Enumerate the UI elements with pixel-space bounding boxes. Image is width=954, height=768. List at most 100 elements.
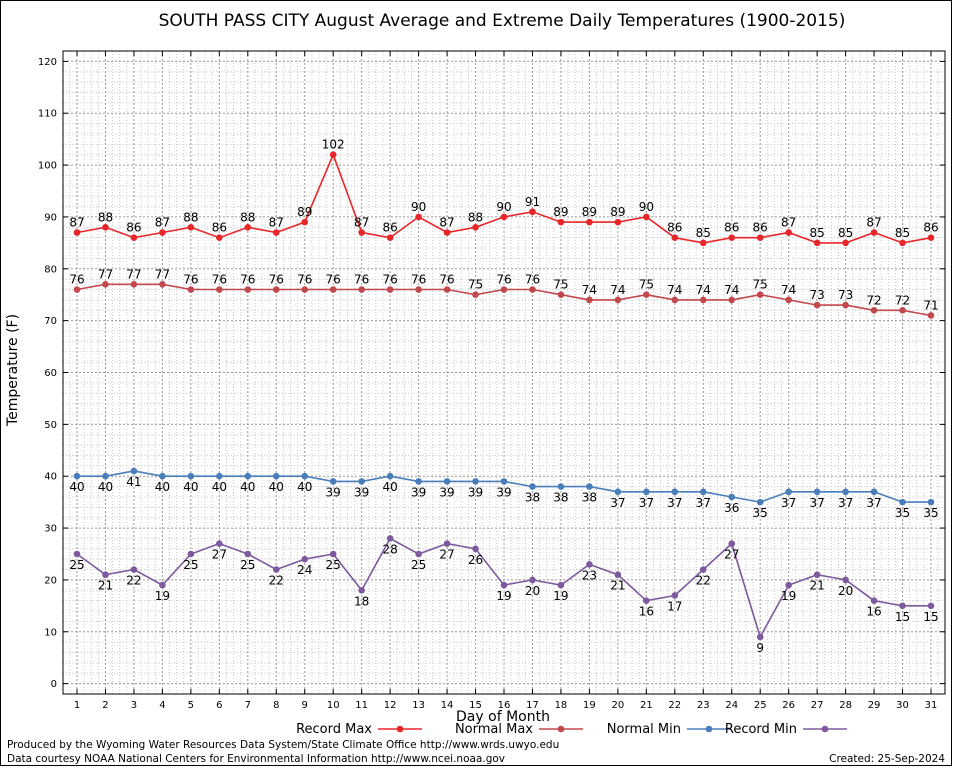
normal-max-point <box>272 286 280 293</box>
record-max-data-label: 88 <box>240 210 255 224</box>
x-tick-label: 11 <box>355 700 368 711</box>
record-max-data-label: 87 <box>866 215 881 229</box>
normal-max-data-label: 74 <box>724 283 739 297</box>
normal-max-point <box>386 286 394 293</box>
normal-max-data-label: 74 <box>696 283 711 297</box>
record-min-data-label: 19 <box>553 589 568 603</box>
record-max-point <box>187 224 195 231</box>
record-min-data-label: 21 <box>610 579 625 593</box>
record-max-point <box>529 208 536 216</box>
record-min-point <box>699 566 707 573</box>
legend: Record Max Normal Max Normal Min Record Min <box>296 722 847 737</box>
record-max-point <box>358 229 365 236</box>
record-min-point <box>358 586 365 594</box>
y-tick-label: 20 <box>44 575 57 586</box>
record-min-point <box>529 576 536 584</box>
record-min-point <box>216 540 223 547</box>
record-min-data-label: 15 <box>895 610 910 624</box>
record-max-point <box>870 229 878 236</box>
x-tick-label: 12 <box>384 700 397 711</box>
normal-max-point <box>301 286 309 293</box>
normal-min-point <box>472 478 479 485</box>
record-max-point <box>159 229 166 236</box>
record-min-data-label: 27 <box>212 548 227 562</box>
normal-min-point <box>842 488 849 496</box>
normal-min-point <box>728 493 736 501</box>
x-tick-label: 23 <box>697 700 710 711</box>
normal-max-point <box>130 281 138 288</box>
normal-max-data-label: 74 <box>667 283 682 297</box>
record-max-point <box>643 213 650 221</box>
normal-max-data-label: 76 <box>439 273 454 287</box>
y-tick-label: 60 <box>44 368 57 379</box>
normal-min-point <box>785 488 792 496</box>
legend-label-normal-min: Normal Min <box>607 722 681 737</box>
record-max-data-label: 87 <box>69 215 84 229</box>
x-tick-label: 6 <box>216 700 222 711</box>
record-min-point <box>500 581 508 589</box>
legend-label-record-min: Record Min <box>725 722 797 737</box>
record-min-point <box>472 545 479 553</box>
x-tick-label: 25 <box>754 700 767 711</box>
record-min-point <box>159 581 166 589</box>
x-tick-label: 9 <box>302 700 308 711</box>
record-max-point <box>557 218 565 226</box>
normal-min-data-label: 39 <box>326 485 341 499</box>
normal-min-data-label: 39 <box>439 485 454 499</box>
record-min-point <box>842 576 849 584</box>
record-max-point <box>301 218 309 226</box>
record-max-data-label: 90 <box>411 200 426 214</box>
normal-min-data-label: 37 <box>838 496 853 510</box>
normal-max-point <box>614 296 622 304</box>
record-min-point <box>73 550 81 558</box>
record-min-data-label: 25 <box>69 558 84 572</box>
record-min-data-label: 25 <box>411 558 426 572</box>
y-tick-label: 0 <box>51 679 57 690</box>
normal-max-point <box>415 286 422 293</box>
x-tick-label: 19 <box>583 700 596 711</box>
normal-min-data-label: 40 <box>297 480 312 494</box>
normal-max-point <box>329 286 337 293</box>
normal-max-point <box>813 301 821 309</box>
record-min-data-label: 20 <box>525 584 540 598</box>
record-min-point <box>130 566 138 573</box>
record-max-data-label: 87 <box>155 215 170 229</box>
record-min-data-label: 27 <box>724 548 739 562</box>
normal-max-point <box>244 286 252 293</box>
normal-max-data-label: 74 <box>582 283 597 297</box>
record-max-point <box>756 234 764 241</box>
record-min-point <box>586 561 593 568</box>
normal-min-data-label: 39 <box>411 485 426 499</box>
record-max-data-label: 86 <box>667 221 682 235</box>
x-tick-label: 7 <box>245 700 251 711</box>
normal-max-data-label: 77 <box>155 267 170 281</box>
normal-max-point <box>643 291 650 299</box>
record-min-data-label: 20 <box>838 584 853 598</box>
record-max-point <box>244 224 252 231</box>
x-tick-label: 4 <box>159 700 165 711</box>
record-max-point <box>102 224 109 231</box>
record-min-point <box>386 535 394 542</box>
record-max-point <box>927 234 935 241</box>
legend-marker-normal-min <box>705 725 713 733</box>
normal-min-point <box>272 472 280 480</box>
normal-min-point <box>301 472 309 480</box>
record-max-data-label: 86 <box>923 221 938 235</box>
normal-max-data-label: 73 <box>838 288 853 302</box>
x-axis-label: Day of Month <box>456 709 550 725</box>
record-max-point <box>813 239 821 247</box>
record-max-point <box>842 239 849 247</box>
normal-min-point <box>216 472 223 480</box>
record-min-point <box>643 597 650 604</box>
record-min-point <box>870 597 878 604</box>
normal-min-point <box>557 483 565 490</box>
record-min-data-label: 22 <box>269 574 284 588</box>
normal-min-point <box>699 488 707 496</box>
x-tick-label: 24 <box>725 700 738 711</box>
series-layer <box>73 151 935 641</box>
normal-max-data-label: 76 <box>269 273 284 287</box>
normal-min-data-label: 37 <box>696 496 711 510</box>
normal-max-point <box>785 296 792 304</box>
normal-min-point <box>870 488 878 496</box>
record-max-point <box>699 239 707 247</box>
